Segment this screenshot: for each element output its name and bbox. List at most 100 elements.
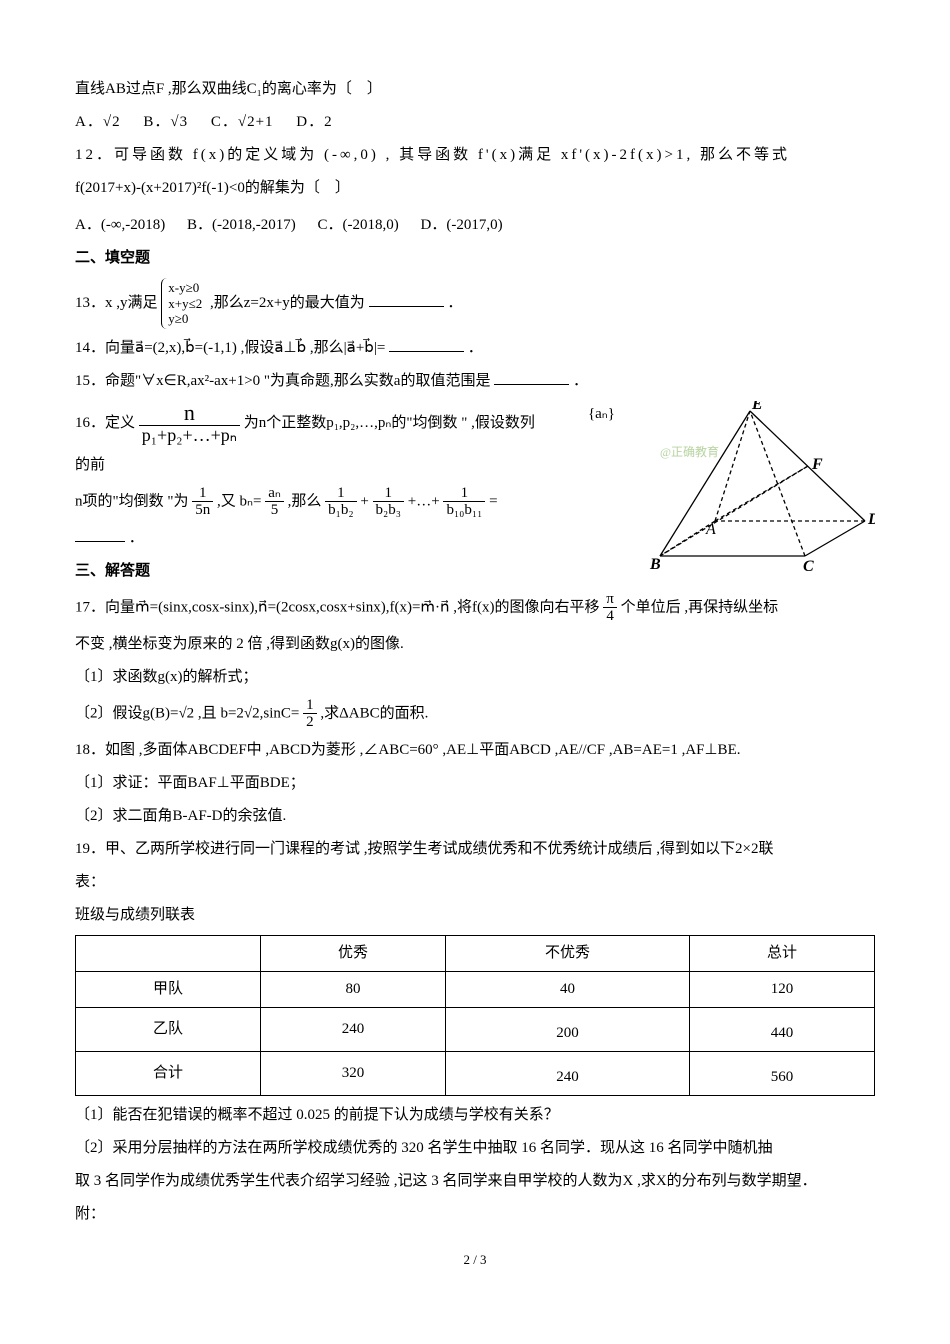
q11-c: C．√2+1 bbox=[211, 114, 274, 130]
q19-2: 〔2〕采用分层抽样的方法在两所学校成绩优秀的 320 名学生中抽取 16 名同学… bbox=[75, 1135, 875, 1162]
q17-b: 个单位后 ,再保持纵坐标 bbox=[621, 599, 779, 615]
r1c4: 120 bbox=[689, 971, 874, 1007]
q13-b: ,那么z=2x+y的最大值为 bbox=[210, 295, 365, 311]
q17-line2: 不变 ,横坐标变为原来的 2 倍 ,得到函数g(x)的图像. bbox=[75, 631, 875, 658]
q16-f2n: aₙ bbox=[265, 485, 284, 503]
svg-text:C: C bbox=[803, 558, 814, 575]
q16-d: n项的"均倒数 "为 bbox=[75, 493, 189, 509]
q13-a: 13．x ,y满足 bbox=[75, 295, 158, 311]
r3c3: 240 bbox=[445, 1051, 689, 1095]
q16-e: ,又 bbox=[217, 493, 236, 509]
q16-blank bbox=[75, 526, 125, 542]
q19-c: 班级与成绩列联表 bbox=[75, 902, 875, 929]
page-footer: 2 / 3 bbox=[75, 1248, 875, 1271]
svg-text:B: B bbox=[649, 556, 661, 573]
r3c4: 560 bbox=[689, 1051, 874, 1095]
q14-blank bbox=[389, 336, 464, 352]
q16-an: {aₙ} bbox=[588, 401, 615, 428]
q16-s3d: b₁₀b₁₁ bbox=[443, 502, 485, 519]
q19-4: 附： bbox=[75, 1201, 875, 1228]
q12-a: 12．可导函数 f(x)的定义域为 (-∞,0) , 其导函数 f'(x)满足 … bbox=[75, 147, 790, 163]
q16-s3: 1 b₁₀b₁₁ bbox=[443, 485, 485, 519]
q12-od: D．(-2017,0) bbox=[421, 217, 503, 233]
svg-text:F: F bbox=[811, 456, 823, 473]
q16-s2n: 1 bbox=[373, 485, 404, 503]
q14-b: ． bbox=[468, 340, 483, 356]
r3c1: 合计 bbox=[76, 1051, 261, 1095]
q16-s1: 1 b₁b₂ bbox=[325, 485, 356, 519]
q14: 14．向量a⃗=(2,x),b⃗=(-1,1) ,假设a⃗⊥b⃗ ,那么|a⃗+… bbox=[75, 335, 875, 362]
q12-options: A．(-∞,-2018) B．(-2018,-2017) C．(-2018,0)… bbox=[75, 212, 875, 239]
contingency-table: 优秀 不优秀 总计 甲队 80 40 120 乙队 240 200 440 合计… bbox=[75, 935, 875, 1096]
q15-a: 15．命题"∀x∈R,ax²-ax+1>0 "为真命题,那么实数a的取值范围是 bbox=[75, 373, 490, 389]
q19-b: 表： bbox=[75, 869, 875, 896]
q16-f: ,那么 bbox=[288, 493, 322, 509]
q16-s1n: 1 bbox=[325, 485, 356, 503]
r1c1: 甲队 bbox=[76, 971, 261, 1007]
r1c2: 80 bbox=[260, 971, 445, 1007]
svg-text:E: E bbox=[751, 401, 763, 413]
q13: 13．x ,y满足 x-y≥0 x+y≤2 y≥0 ,那么z=2x+y的最大值为… bbox=[75, 278, 875, 329]
q19-3: 取 3 名同学作为成绩优秀学生代表介绍学习经验 ,记这 3 名同学来自甲学校的人… bbox=[75, 1168, 875, 1195]
q16-f2d: 5 bbox=[265, 502, 284, 519]
r1c3: 40 bbox=[445, 971, 689, 1007]
q18-2: 〔2〕求二面角B-AF-D的余弦值. bbox=[75, 803, 875, 830]
q16-f1: 1 5n bbox=[192, 485, 213, 519]
q17-a: 17．向量m⃗=(sinx,cosx-sinx),n⃗=(2cosx,cosx+… bbox=[75, 599, 600, 615]
th4: 总计 bbox=[689, 935, 874, 971]
q15: 15．命题"∀x∈R,ax²-ax+1>0 "为真命题,那么实数a的取值范围是 … bbox=[75, 368, 875, 395]
q19-a: 19．甲、乙两所学校进行同一门课程的考试 ,按照学生考试成绩优秀和不优秀统计成绩… bbox=[75, 836, 875, 863]
th2: 优秀 bbox=[260, 935, 445, 971]
section-2: 二、填空题 bbox=[75, 245, 875, 272]
q16-den: p₁+p₂+…+pₙ bbox=[139, 426, 240, 446]
svg-text:A: A bbox=[705, 521, 716, 538]
q17-2a: 〔2〕假设g(B)=√2 ,且 bbox=[75, 705, 217, 721]
q17-pi4: π 4 bbox=[603, 591, 617, 625]
r2c1: 乙队 bbox=[76, 1007, 261, 1051]
q12-oc: C．(-2018,0) bbox=[318, 217, 399, 233]
q12-line1: 12．可导函数 f(x)的定义域为 (-∞,0) , 其导函数 f'(x)满足 … bbox=[75, 142, 875, 169]
r3c2: 320 bbox=[260, 1051, 445, 1095]
q13-s3: y≥0 bbox=[168, 311, 188, 326]
q12-ob: B．(-2018,-2017) bbox=[187, 217, 296, 233]
q13-c: ． bbox=[447, 295, 462, 311]
q16-wrap: 16．定义 n p₁+p₂+…+pₙ 为n个正整数p₁,p₂,…,pₙ的"均倒数… bbox=[75, 401, 875, 552]
q17-2cd: 2 bbox=[303, 714, 317, 731]
q16-s2: 1 b₂b₃ bbox=[373, 485, 404, 519]
th3: 不优秀 bbox=[445, 935, 689, 971]
q16-num: n bbox=[139, 401, 240, 426]
q17-2c: ,求ΔABC的面积. bbox=[320, 705, 428, 721]
q12-line2: f(2017+x)-(x+2017)²f(-1)<0的解集为〔 〕 bbox=[75, 175, 875, 202]
q17-half: 1 2 bbox=[303, 697, 317, 731]
q16-s1d: b₁b₂ bbox=[325, 502, 356, 519]
q11-tail: 直线AB过点F ,那么双曲线C₁的离心率为〔 〕 bbox=[75, 76, 875, 103]
r2c2: 240 bbox=[260, 1007, 445, 1051]
q18: 18．如图 ,多面体ABCDEF中 ,ABCD为菱形 ,∠ABC=60° ,AE… bbox=[75, 737, 875, 764]
q13-blank bbox=[369, 291, 444, 307]
q16-f1d: 5n bbox=[192, 502, 213, 519]
q11-d: D．2 bbox=[296, 114, 332, 130]
svg-text:D: D bbox=[867, 511, 875, 528]
q17-sub2: 〔2〕假设g(B)=√2 ,且 b=2√2,sinC= 1 2 ,求ΔABC的面… bbox=[75, 697, 875, 731]
q19-1: 〔1〕能否在犯错误的概率不超过 0.025 的前提下认为成绩与学校有关系？ bbox=[75, 1102, 875, 1129]
q17-pn: π bbox=[603, 591, 617, 609]
q17-2b: b=2√2,sinC= bbox=[220, 705, 299, 721]
q16-g: ． bbox=[129, 530, 144, 546]
q13-s2: x+y≤2 bbox=[168, 296, 202, 311]
q16-s3n: 1 bbox=[443, 485, 485, 503]
q17-pd: 4 bbox=[603, 608, 617, 625]
q11-text: 直线AB过点F ,那么双曲线C₁的离心率为〔 〕 bbox=[75, 81, 382, 97]
q12-b: f(2017+x)-(x+2017)²f(-1)<0的解集为〔 〕 bbox=[75, 180, 350, 196]
q12-oa: A．(-∞,-2018) bbox=[75, 217, 165, 233]
q16-f1n: 1 bbox=[192, 485, 213, 503]
q16-a: 16．定义 bbox=[75, 415, 135, 431]
r2c3: 200 bbox=[445, 1007, 689, 1051]
q15-b: ． bbox=[573, 373, 588, 389]
q14-a: 14．向量a⃗=(2,x),b⃗=(-1,1) ,假设a⃗⊥b⃗ ,那么|a⃗+… bbox=[75, 340, 385, 356]
q17-line1: 17．向量m⃗=(sinx,cosx-sinx),n⃗=(2cosx,cosx+… bbox=[75, 591, 875, 625]
watermark: @正确教育 bbox=[660, 444, 719, 459]
q11-b: B．√3 bbox=[143, 114, 188, 130]
q16-b: 为n个正整数p₁,p₂,…,pₙ的"均倒数 " ,假设数列 bbox=[244, 415, 535, 431]
q16-mainfrac: n p₁+p₂+…+pₙ bbox=[139, 401, 240, 446]
q11-options: A．√2 B．√3 C．√2+1 D．2 bbox=[75, 109, 875, 136]
